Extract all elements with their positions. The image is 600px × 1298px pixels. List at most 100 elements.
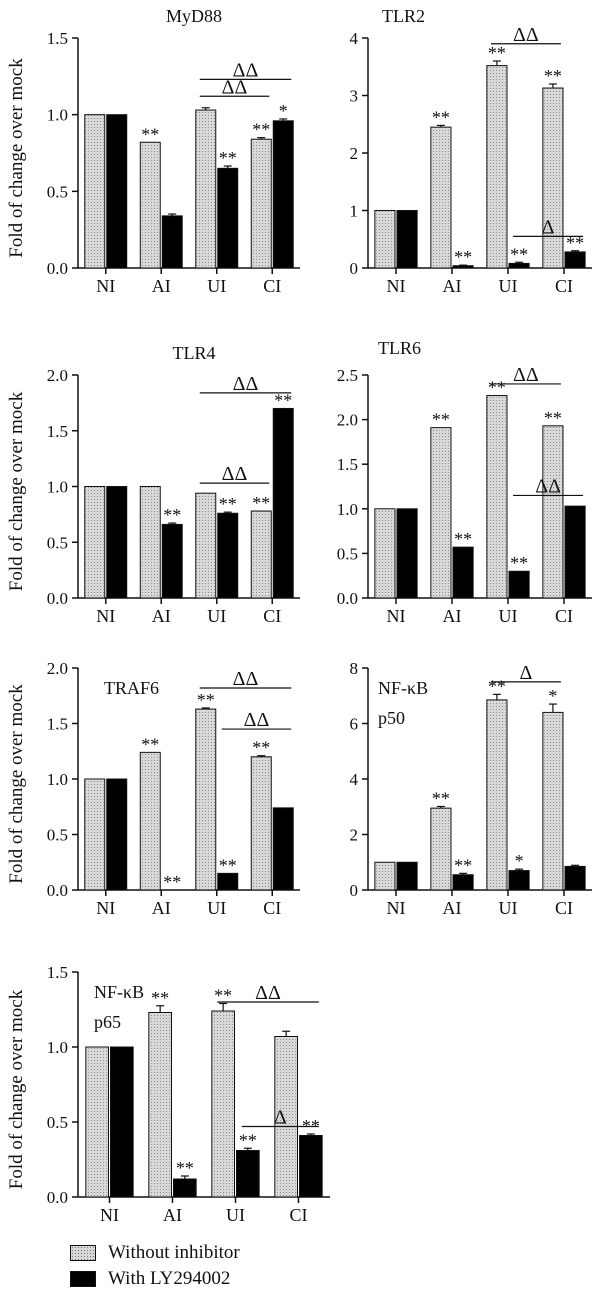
bar-with-inhibitor <box>272 407 294 599</box>
y-tick-label: 0.5 <box>337 544 358 563</box>
chart-subtitle: p65 <box>94 1012 121 1032</box>
y-tick-label: 1.5 <box>47 963 68 982</box>
y-tick-label: 1.5 <box>337 455 358 474</box>
x-tick-label: CI <box>290 1205 308 1225</box>
y-tick-label: 2.0 <box>47 366 68 385</box>
y-axis-label: Fold of change over mock <box>6 391 27 591</box>
bar-with-inhibitor <box>564 865 586 891</box>
y-tick-label: 1 <box>350 202 359 221</box>
bar-without-inhibitor <box>486 699 508 891</box>
bar-with-inhibitor <box>236 1150 260 1198</box>
significance-mark: * <box>279 101 288 121</box>
x-tick-label: AI <box>152 606 171 626</box>
x-tick-label: CI <box>263 276 281 296</box>
x-tick-label: AI <box>443 276 462 296</box>
y-tick-label: 0.5 <box>47 826 68 845</box>
y-tick-label: 1.5 <box>47 715 68 734</box>
x-tick-label: NI <box>387 606 406 626</box>
significance-mark: ** <box>252 120 270 140</box>
bar-without-inhibitor <box>195 109 217 269</box>
comparison-label: ΔΔ <box>244 709 270 731</box>
bar-with-inhibitor <box>299 1135 323 1198</box>
x-tick-label: NI <box>387 898 406 918</box>
significance-mark: ** <box>252 493 270 513</box>
x-tick-label: UI <box>207 898 226 918</box>
bar-without-inhibitor <box>139 486 161 599</box>
chart-title: MyD88 <box>166 6 222 26</box>
x-tick-label: UI <box>207 276 226 296</box>
chart-title: TRAF6 <box>104 678 159 698</box>
comparison-label: ΔΔ <box>233 668 259 690</box>
significance-mark: ** <box>488 676 506 696</box>
bar-without-inhibitor <box>84 486 106 599</box>
bar-without-inhibitor <box>195 492 217 599</box>
significance-mark: ** <box>488 43 506 63</box>
x-tick-label: CI <box>263 898 281 918</box>
comparison-label: ΔΔ <box>233 59 259 81</box>
legend-item-with: With LY294002 <box>70 1268 230 1290</box>
y-tick-label: 2 <box>350 826 359 845</box>
chart-title: TLR4 <box>173 343 216 363</box>
bar-without-inhibitor <box>148 1012 173 1198</box>
significance-mark: ** <box>454 247 472 267</box>
bar-with-inhibitor <box>508 870 530 891</box>
chart-title: NF-κB <box>378 678 428 698</box>
y-tick-label: 1.5 <box>47 422 68 441</box>
y-tick-label: 1.0 <box>47 770 68 789</box>
bar-without-inhibitor <box>139 141 161 269</box>
bar-without-inhibitor <box>486 65 508 269</box>
bar-with-inhibitor <box>508 570 530 599</box>
x-tick-label: NI <box>96 276 115 296</box>
y-tick-label: 0 <box>350 259 359 278</box>
significance-mark: ** <box>432 788 450 808</box>
bar-with-inhibitor <box>272 120 294 269</box>
bar-without-inhibitor <box>430 126 452 269</box>
bar-without-inhibitor <box>250 756 272 891</box>
chart-panel-6: 0.00.51.01.5NI AI****UI****CI**ΔΔΔNF-κBp6… <box>6 963 330 1225</box>
chart-subtitle: p50 <box>378 708 405 728</box>
bar-without-inhibitor <box>542 87 564 269</box>
legend-label-with: With LY294002 <box>108 1268 231 1289</box>
significance-mark: ** <box>214 986 232 1006</box>
y-tick-label: 0.5 <box>47 533 68 552</box>
bar-with-inhibitor <box>564 505 586 599</box>
chart-panel-0: 0.00.51.01.5NI AI**UI**CI***ΔΔΔΔMyD88Fold… <box>6 6 300 296</box>
comparison-label: Δ <box>542 216 555 238</box>
bar-with-inhibitor <box>173 1178 197 1198</box>
x-tick-label: AI <box>443 898 462 918</box>
bar-without-inhibitor <box>211 1010 236 1198</box>
y-tick-label: 6 <box>350 715 359 734</box>
chart-title: TLR6 <box>378 338 421 358</box>
bar-with-inhibitor <box>106 778 128 891</box>
y-tick-label: 1.0 <box>47 478 68 497</box>
x-tick-label: UI <box>226 1205 245 1225</box>
x-tick-label: NI <box>100 1205 119 1225</box>
significance-mark: ** <box>544 66 562 86</box>
significance-mark: ** <box>432 107 450 127</box>
y-tick-label: 1.0 <box>47 1038 68 1057</box>
bar-with-inhibitor <box>161 523 183 599</box>
chart-title: NF-κB <box>94 982 144 1002</box>
x-tick-label: UI <box>207 606 226 626</box>
y-tick-label: 0.0 <box>47 1188 68 1207</box>
y-tick-label: 0 <box>350 881 359 900</box>
x-tick-label: AI <box>163 1205 182 1225</box>
bar-without-inhibitor <box>374 861 396 891</box>
bar-with-inhibitor <box>161 215 183 269</box>
significance-mark: ** <box>454 529 472 549</box>
x-tick-label: CI <box>555 898 573 918</box>
y-tick-label: 3 <box>350 87 359 106</box>
x-tick-label: UI <box>499 276 518 296</box>
x-tick-label: NI <box>96 606 115 626</box>
x-tick-label: NI <box>387 276 406 296</box>
y-tick-label: 0.0 <box>47 881 68 900</box>
significance-mark: ** <box>197 690 215 710</box>
bar-without-inhibitor <box>374 508 396 599</box>
bar-with-inhibitor <box>106 114 128 269</box>
x-tick-label: CI <box>263 606 281 626</box>
significance-mark: ** <box>510 553 528 573</box>
y-tick-label: 0.5 <box>47 1113 68 1132</box>
